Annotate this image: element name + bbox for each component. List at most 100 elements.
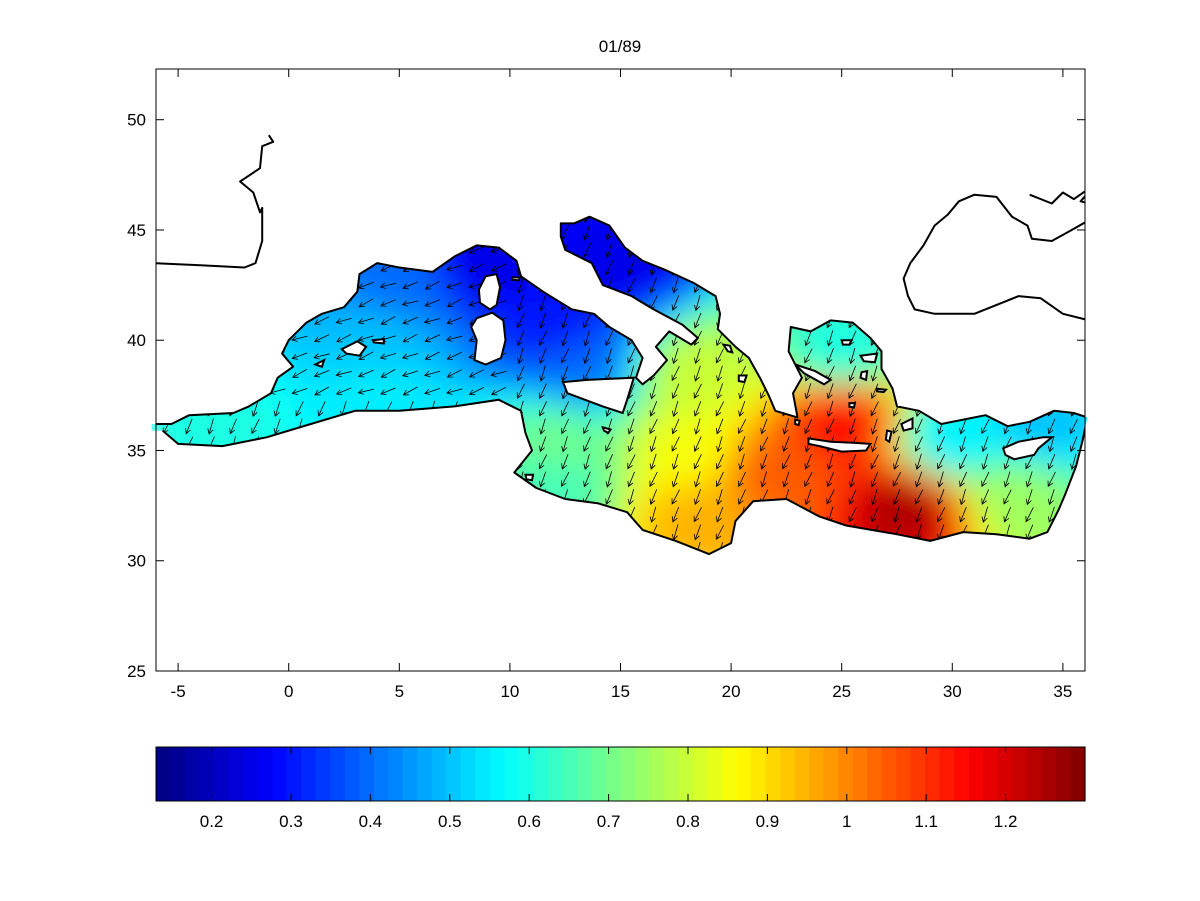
field-cell bbox=[664, 494, 677, 507]
field-cell bbox=[631, 505, 644, 518]
field-cell bbox=[565, 406, 578, 419]
vector-arrow bbox=[937, 471, 944, 488]
field-cell bbox=[1062, 417, 1075, 430]
field-cell bbox=[897, 450, 910, 463]
field-cell bbox=[543, 384, 556, 397]
field-cell bbox=[333, 362, 346, 375]
field-cell bbox=[874, 373, 887, 386]
field-cell bbox=[151, 351, 157, 364]
field-cell bbox=[532, 461, 545, 474]
field-cell bbox=[233, 417, 246, 430]
field-cell bbox=[709, 373, 722, 386]
field-cell bbox=[399, 329, 412, 342]
colorbar-band bbox=[359, 747, 375, 801]
field-cell bbox=[532, 340, 545, 353]
field-cell bbox=[532, 329, 545, 342]
field-cell bbox=[885, 450, 898, 463]
colorbar-band bbox=[576, 747, 593, 801]
field-cell bbox=[830, 384, 843, 397]
field-cell bbox=[554, 362, 567, 375]
field-cell bbox=[388, 274, 401, 287]
field-cell bbox=[852, 505, 865, 518]
vector-arrow bbox=[716, 365, 723, 382]
field-cell bbox=[686, 351, 699, 364]
colorbar-tick-label: 0.9 bbox=[756, 812, 780, 831]
field-cell bbox=[521, 362, 534, 375]
field-cell bbox=[1085, 216, 1088, 220]
colorbar-band bbox=[1070, 747, 1086, 801]
field-cell bbox=[697, 527, 710, 540]
field-cell bbox=[587, 483, 600, 496]
field-cell bbox=[377, 263, 390, 276]
vector-arrow bbox=[693, 401, 702, 417]
field-cell bbox=[709, 483, 722, 496]
field-cell bbox=[885, 461, 898, 474]
x-axis: -5 0 5 10 15 20 25 30 35 bbox=[171, 69, 1072, 701]
field-cell bbox=[1051, 461, 1064, 474]
vector-arrow bbox=[804, 418, 813, 435]
field-cell bbox=[509, 384, 522, 397]
field-cell bbox=[554, 450, 567, 463]
y-tick-label: 50 bbox=[127, 111, 146, 130]
field-cell bbox=[963, 494, 976, 507]
x-tick-label: 10 bbox=[500, 682, 519, 701]
field-cell bbox=[664, 340, 677, 353]
field-cell bbox=[852, 340, 865, 353]
vector-arrow bbox=[671, 277, 679, 294]
field-cell bbox=[841, 384, 854, 397]
colorbar-band bbox=[373, 747, 389, 801]
vector-arrow bbox=[826, 418, 835, 435]
field-cell bbox=[653, 494, 666, 507]
vector-arrow bbox=[693, 507, 702, 523]
field-cell bbox=[543, 351, 556, 364]
field-cell bbox=[1018, 516, 1031, 529]
vector-arrow bbox=[561, 436, 568, 453]
field-cell bbox=[1096, 197, 1108, 209]
field-cell bbox=[841, 362, 854, 375]
field-cell bbox=[974, 417, 987, 430]
field-cell bbox=[1096, 440, 1108, 452]
vector-arrow bbox=[693, 524, 702, 541]
field-cell bbox=[686, 318, 699, 331]
colorbar-band bbox=[402, 747, 418, 801]
island-malta bbox=[601, 425, 613, 435]
vector-arrow bbox=[649, 401, 658, 417]
vector-arrow bbox=[583, 224, 591, 241]
field-cell bbox=[852, 494, 865, 507]
field-cell bbox=[587, 406, 600, 419]
field-cell bbox=[355, 373, 368, 386]
field-cell bbox=[1085, 230, 1088, 242]
field-cell bbox=[476, 263, 489, 276]
field-cell bbox=[675, 307, 688, 320]
field-cell bbox=[897, 472, 910, 485]
field-cell bbox=[465, 384, 478, 397]
vector-arrow bbox=[605, 347, 612, 365]
field-cell bbox=[852, 406, 865, 419]
field-cell bbox=[631, 494, 644, 507]
field-cell bbox=[963, 417, 976, 430]
vector-arrow bbox=[738, 383, 745, 400]
colorbar-band bbox=[460, 747, 476, 801]
field-cell bbox=[321, 406, 334, 419]
field-cell bbox=[1096, 506, 1108, 518]
vector-arrow bbox=[1025, 454, 1034, 470]
colorbar-band bbox=[997, 747, 1014, 801]
field-cell bbox=[432, 318, 445, 331]
field-cell bbox=[587, 439, 600, 452]
field-cell bbox=[653, 395, 666, 408]
vector-arrow bbox=[516, 365, 525, 382]
field-cell bbox=[410, 274, 423, 287]
field-cell bbox=[410, 395, 423, 408]
field-cell bbox=[697, 450, 710, 463]
field-cell bbox=[863, 483, 876, 496]
colorbar-tick-label: 0.5 bbox=[438, 812, 462, 831]
field-cell bbox=[377, 395, 390, 408]
vector-arrow bbox=[517, 277, 524, 294]
field-cell bbox=[709, 538, 722, 551]
vector-arrow bbox=[716, 383, 723, 400]
field-cell bbox=[1085, 197, 1097, 209]
field-cell bbox=[1040, 417, 1053, 430]
field-cell bbox=[764, 461, 777, 474]
field-cell bbox=[709, 472, 722, 485]
vector-arrow bbox=[848, 507, 857, 523]
